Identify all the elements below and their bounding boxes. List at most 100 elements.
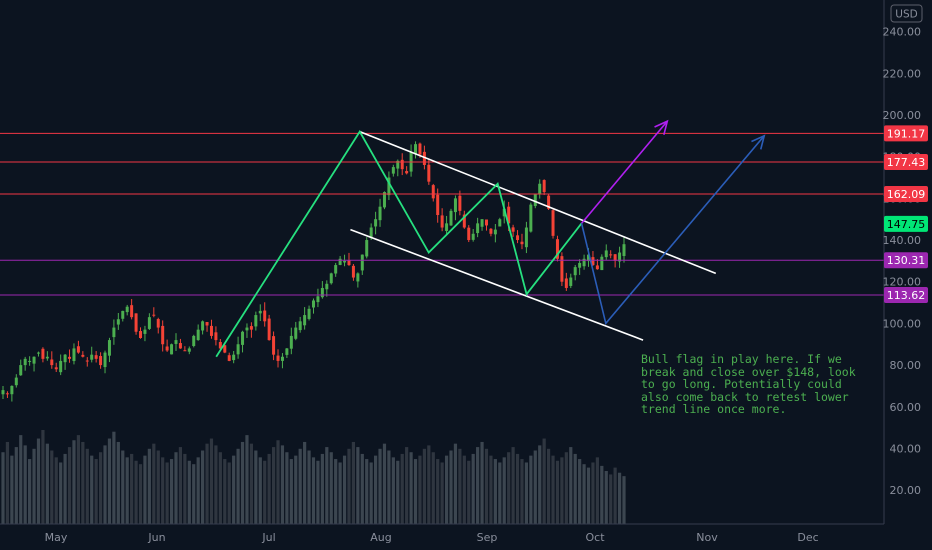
candle-body (19, 365, 23, 376)
volume-bar (476, 447, 480, 524)
candle-body (276, 355, 280, 361)
volume-bar (449, 450, 453, 524)
volume-bar (595, 457, 599, 524)
volume-bar (152, 443, 156, 524)
volume-bar (178, 447, 183, 524)
volume-bar (382, 443, 387, 524)
volume-bar (604, 471, 608, 524)
candle-body (103, 352, 107, 368)
volume-bar (147, 448, 151, 524)
volume-bar (529, 455, 533, 524)
volume-bar (365, 459, 369, 524)
projection-retest-arrow-head (751, 134, 766, 150)
candle-body (99, 356, 103, 366)
volume-bar (551, 455, 555, 524)
volume-bar (81, 441, 85, 524)
candle-body (125, 306, 129, 313)
candle-body (476, 223, 480, 234)
volume-bar (538, 445, 542, 524)
candle-body (564, 278, 568, 288)
y-tick-label: 60.00 (890, 401, 922, 414)
candle-body (218, 342, 222, 349)
volume-bar (342, 455, 347, 524)
candle-body (609, 254, 613, 256)
price-level-tag (884, 185, 928, 202)
volume-bar (374, 455, 378, 524)
volume-bar (14, 447, 18, 524)
price-level-tag-label: 113.62 (887, 289, 926, 302)
candle-body (223, 345, 227, 353)
candle-body (520, 241, 524, 245)
candle-body (1, 390, 5, 395)
candle-body (298, 321, 302, 331)
price-level-tag-label: 191.17 (887, 127, 926, 140)
volume-bar (582, 464, 586, 524)
candle-body (484, 219, 488, 226)
volume-bar (542, 438, 546, 524)
candle-body (524, 227, 528, 248)
candle-body (533, 194, 537, 207)
volume-bar (502, 457, 506, 524)
volume-bar (245, 435, 249, 524)
candle-body (116, 319, 120, 325)
candle-body (214, 332, 218, 341)
candle-body (241, 331, 245, 345)
x-tick-label: Jun (147, 531, 165, 544)
candle-body (320, 287, 324, 298)
volume-bar (329, 452, 333, 524)
candle-body (59, 360, 63, 373)
volume-bar (369, 462, 373, 524)
volume-bar (161, 457, 165, 524)
volume-bar (59, 462, 63, 524)
candle-body (289, 335, 293, 349)
last-price-tag (884, 215, 928, 232)
candle-body (555, 239, 559, 259)
candle-body (209, 325, 213, 336)
candle-body (529, 204, 533, 232)
y-tick-label: 40.00 (890, 442, 922, 455)
volume-bar (116, 441, 120, 524)
volume-bar (515, 453, 520, 524)
candle-body (205, 322, 209, 326)
channel-upper-line (359, 130, 717, 275)
candle-body (462, 214, 466, 228)
candle-body (360, 254, 364, 271)
volume-bar (298, 448, 302, 524)
candle-body (356, 273, 360, 282)
volume-bar (391, 457, 395, 524)
candle-body (5, 393, 9, 395)
zigzag-line (215, 129, 583, 358)
candle-body (121, 310, 125, 319)
candle-body (422, 151, 426, 165)
candle-body (41, 348, 45, 359)
candle-body (480, 219, 484, 227)
candle-body (183, 350, 187, 352)
volume-bar (249, 443, 253, 524)
volume-bar (289, 459, 293, 524)
candle-body (374, 219, 378, 227)
candle-body (10, 385, 14, 395)
volume-bar (560, 457, 564, 524)
y-tick-label: 220.00 (883, 67, 922, 80)
volume-bar (422, 448, 426, 524)
candle-body (396, 160, 400, 169)
candle-body (139, 331, 143, 338)
volume-bar (316, 460, 320, 524)
candle-body (560, 256, 564, 282)
price-level-tag (884, 154, 928, 171)
volume-bar (156, 450, 160, 524)
volume-bar (436, 459, 440, 524)
volume-bar (285, 452, 289, 524)
volume-bar (28, 459, 32, 524)
volume-bar (41, 430, 45, 524)
candle-body (511, 227, 515, 232)
price-level-tag-label: 162.09 (887, 188, 926, 201)
candle-body (595, 265, 599, 270)
volume-bar (573, 453, 577, 524)
candle-body (458, 195, 462, 211)
volume-bar (351, 441, 356, 524)
volume-bar (236, 448, 240, 524)
candle-body (112, 327, 116, 338)
